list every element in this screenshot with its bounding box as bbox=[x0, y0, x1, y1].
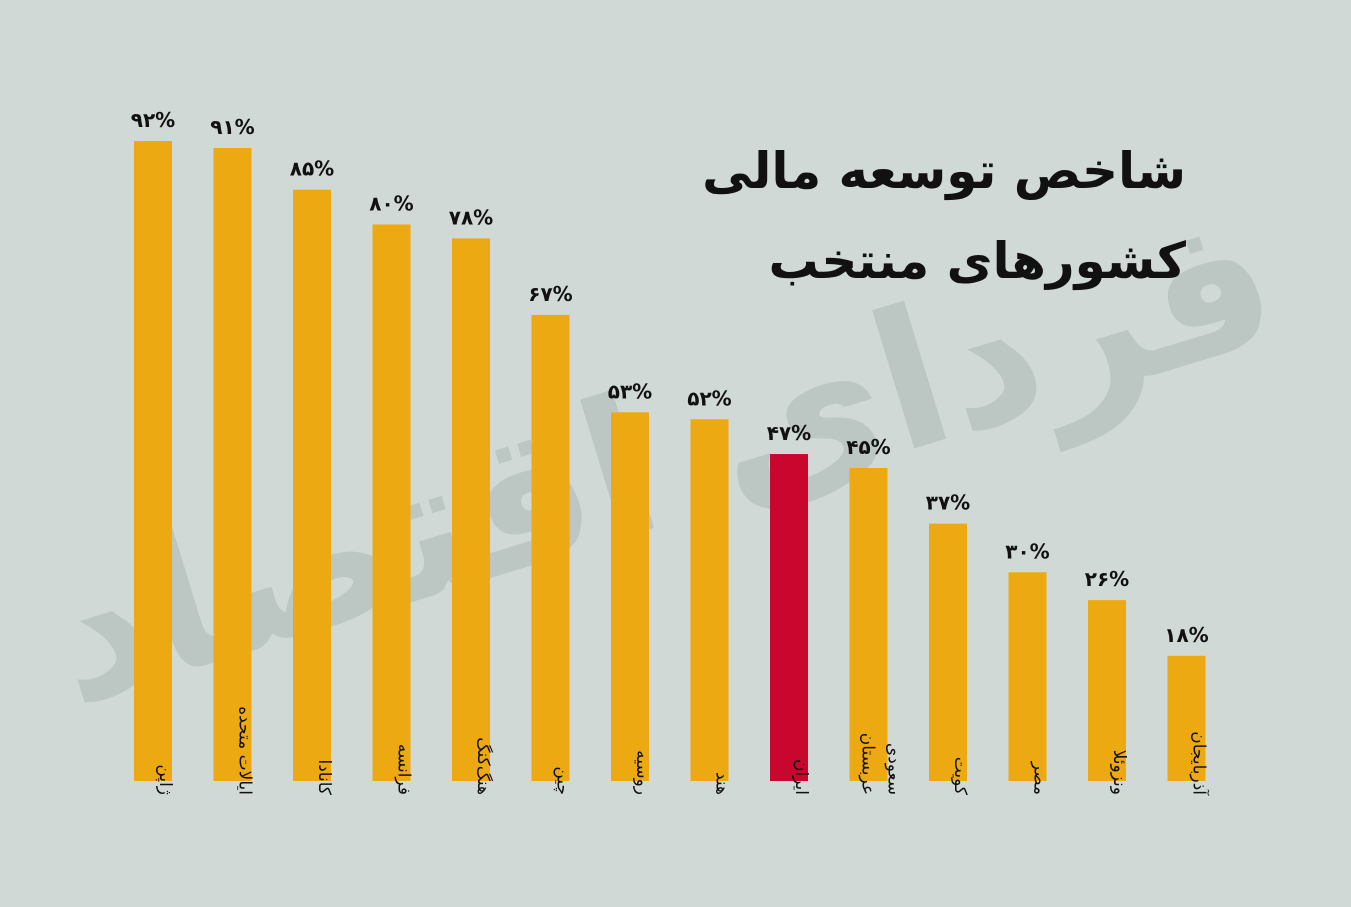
value-label: ۸۰% bbox=[369, 191, 413, 215]
value-label: ۸۵% bbox=[290, 157, 334, 181]
category-label-line: سعودی bbox=[884, 743, 904, 795]
value-label: ۲۶% bbox=[1085, 567, 1129, 591]
value-label: ۷۸% bbox=[449, 205, 493, 229]
bar bbox=[929, 523, 967, 781]
category-label: ایالات متحده bbox=[235, 706, 255, 795]
category-label-line: هند bbox=[712, 772, 732, 795]
value-labels-group: ۹۲% ۹۱% ۸۵% ۸۰% ۷۸% ۶۷% ۵۳% ۵۲% ۴۷% ۴۵% ۳۷% ۳۰% ۲۶% ۱… bbox=[131, 108, 1209, 647]
category-label: کویت bbox=[950, 757, 970, 796]
value-label: ۵۲% bbox=[687, 386, 731, 410]
category-label: مصر bbox=[1030, 761, 1050, 795]
bar bbox=[293, 189, 331, 781]
category-label: ژاپن bbox=[155, 764, 175, 795]
bar bbox=[849, 467, 888, 781]
bar bbox=[134, 141, 172, 781]
bar bbox=[611, 412, 649, 781]
category-label: کانادا bbox=[314, 760, 334, 796]
category-label: ونزوئلا bbox=[1109, 750, 1129, 795]
category-label: هند bbox=[712, 772, 732, 795]
category-label-line: فرانسه bbox=[394, 744, 414, 795]
bar bbox=[1008, 572, 1047, 781]
category-label: فرانسه bbox=[394, 744, 414, 795]
value-label: ۴۵% bbox=[846, 435, 890, 459]
category-label-line: کانادا bbox=[314, 760, 334, 796]
bar bbox=[1167, 655, 1206, 781]
value-label: ۵۳% bbox=[608, 379, 652, 403]
category-label-line: آذربایجان bbox=[1189, 731, 1211, 796]
bar bbox=[213, 147, 252, 781]
bar bbox=[531, 314, 570, 781]
category-label: روسیه bbox=[632, 750, 652, 795]
category-label-line: عربستان bbox=[858, 733, 878, 795]
category-label-line: ونزوئلا bbox=[1109, 750, 1129, 795]
category-label: آذربایجان bbox=[1189, 731, 1211, 796]
value-label: ۹۱% bbox=[210, 115, 254, 139]
category-label-line: کویت bbox=[950, 757, 970, 796]
bar bbox=[372, 224, 411, 781]
value-label: ۶۷% bbox=[528, 282, 572, 306]
category-label-line: چین bbox=[553, 766, 573, 795]
category-label-line: ایالات متحده bbox=[235, 706, 255, 795]
category-label: چین bbox=[553, 766, 573, 795]
category-label-line: ایران bbox=[791, 759, 811, 795]
value-label: ۱۸% bbox=[1164, 623, 1208, 647]
category-label: ایران bbox=[791, 759, 811, 795]
category-label-line: مصر bbox=[1030, 761, 1050, 795]
category-label-line: هنگ‌کنگ bbox=[473, 737, 494, 795]
bar bbox=[770, 454, 808, 781]
value-label: ۹۲% bbox=[131, 108, 175, 132]
value-label: ۴۷% bbox=[767, 421, 811, 445]
bars-group bbox=[134, 141, 1206, 782]
chart-title-line-2: کشورهای منتخب bbox=[768, 232, 1186, 290]
value-label: ۳۷% bbox=[926, 491, 970, 515]
bar bbox=[452, 238, 490, 782]
chart-title-line-1: شاخص توسعه مالی bbox=[702, 142, 1186, 200]
bar bbox=[690, 419, 729, 781]
category-labels-group: ژاپن ایالات متحده کانادا فرانسه هنگ‌کنگ چین رو… bbox=[155, 706, 1211, 796]
category-label-line: روسیه bbox=[632, 750, 652, 795]
category-label-line: ژاپن bbox=[155, 764, 175, 795]
bar bbox=[1088, 600, 1126, 781]
value-label: ۳۰% bbox=[1005, 539, 1049, 563]
category-label: هنگ‌کنگ bbox=[473, 737, 494, 795]
category-label: عربستان سعودی bbox=[858, 733, 904, 795]
